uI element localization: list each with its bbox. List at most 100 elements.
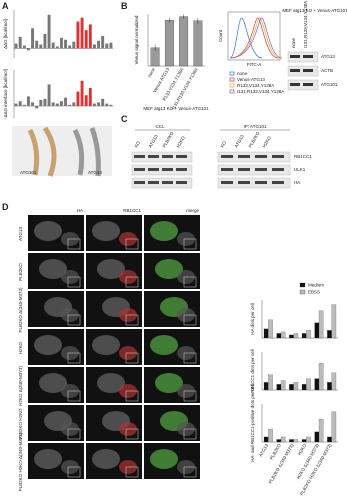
bar <box>55 103 59 106</box>
inset <box>183 466 197 478</box>
legend-label: R133,V134,Y138A <box>237 83 274 88</box>
bar <box>43 34 47 49</box>
legend-label: I131,R133,V134,Y138A <box>237 89 284 94</box>
bar <box>76 21 80 49</box>
bar <box>314 378 320 391</box>
bar <box>306 436 311 443</box>
bar <box>280 436 286 443</box>
cell <box>150 221 178 241</box>
inset <box>125 238 139 250</box>
category-label: I131,R133,V134,Y138A <box>171 67 199 110</box>
bar <box>318 363 324 391</box>
band <box>221 168 233 171</box>
blot-strip <box>217 151 291 163</box>
legend-swatch <box>229 89 235 94</box>
bar <box>268 374 273 391</box>
inset <box>125 352 139 364</box>
inset <box>183 428 197 440</box>
bar <box>92 44 96 49</box>
legend-swatch <box>299 282 306 288</box>
inset <box>183 238 197 250</box>
histogram-curve <box>229 17 263 59</box>
inset <box>67 428 81 440</box>
band <box>238 168 250 171</box>
band <box>176 181 187 184</box>
legend-label: Venus-ATG13 <box>237 77 265 82</box>
axis-label: HA- and RB1CC1-positive dots per cell <box>250 384 255 462</box>
legend-swatch <box>229 83 235 88</box>
lane-label: none <box>291 37 296 48</box>
bar <box>84 95 88 106</box>
bar <box>263 382 269 391</box>
lane-label: ATG13 <box>234 134 246 149</box>
bar <box>18 36 22 49</box>
bar <box>105 103 109 106</box>
lane-label: H2KO <box>262 135 273 149</box>
band <box>238 155 250 158</box>
bar <box>84 30 88 49</box>
bar <box>39 100 43 106</box>
bar <box>331 411 337 443</box>
column-label: merge <box>186 208 199 213</box>
band-label: ATG13 <box>321 54 335 59</box>
column-label: RB1CC1 <box>123 208 141 213</box>
bar <box>97 102 101 106</box>
band <box>134 168 145 171</box>
lane-label: PLB2KO <box>162 130 175 148</box>
lane-label: KO <box>134 140 142 149</box>
band <box>162 155 173 158</box>
band <box>303 83 313 86</box>
cell <box>150 335 178 355</box>
inset <box>125 428 139 440</box>
band <box>303 55 313 58</box>
bar <box>318 419 324 443</box>
caption: MEF atg13 KO + Venus-ATG101 <box>282 8 347 13</box>
bar <box>280 331 286 339</box>
category-label: none <box>147 67 157 79</box>
row-label: PLB2KO H2KO Δ(340-M373) <box>18 432 23 491</box>
axis-label: RB1CC1 dots per cell <box>250 349 255 392</box>
bar <box>72 102 76 106</box>
bar <box>97 40 101 49</box>
legend-swatch <box>229 77 235 82</box>
band <box>272 155 284 158</box>
row-label: ATG13 <box>18 227 23 241</box>
band <box>148 181 159 184</box>
cell <box>34 335 62 355</box>
bar <box>55 46 59 49</box>
inset <box>125 276 139 288</box>
band-label: ULK1 <box>294 167 306 172</box>
bar <box>101 35 105 49</box>
bar <box>289 334 294 339</box>
inset <box>183 352 197 364</box>
legend-label: Medium <box>308 283 324 288</box>
category-label: PLB2KO <box>269 443 282 461</box>
category-label: H2KO <box>297 443 308 457</box>
bar <box>14 103 18 106</box>
inset <box>183 390 197 402</box>
category-label: PLB2KO Δ(340-M373) <box>268 443 295 485</box>
bar <box>31 28 35 49</box>
cell <box>155 259 183 279</box>
structure-helix <box>72 127 101 177</box>
category-label: ATG13 <box>258 443 270 458</box>
legend-label: EBSS <box>308 290 320 295</box>
bar <box>331 304 337 339</box>
bar <box>47 84 51 106</box>
bar <box>31 102 35 106</box>
bar <box>101 98 105 106</box>
cell <box>34 449 62 469</box>
bar <box>43 98 47 106</box>
bar <box>51 102 55 106</box>
inset <box>125 390 139 402</box>
bar <box>327 330 332 339</box>
row-label: PLB2KO <box>18 263 23 281</box>
band-label: ACTB <box>321 68 333 73</box>
bar <box>59 101 63 106</box>
structure-label: ATG101 <box>20 170 37 175</box>
lane-label: I131,R133,V134,Y138A <box>303 1 308 48</box>
bar <box>331 372 337 391</box>
bar <box>276 439 282 443</box>
bar <box>35 106 39 109</box>
band <box>162 181 173 184</box>
